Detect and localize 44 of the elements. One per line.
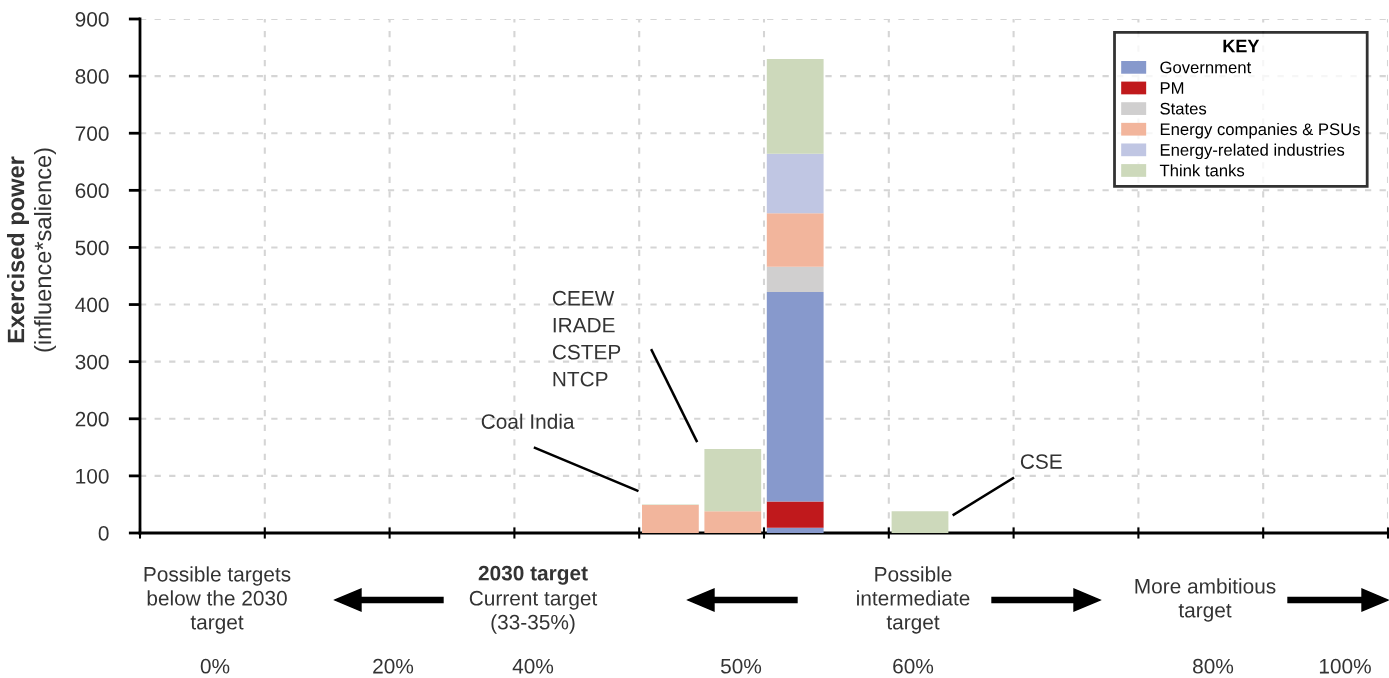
bar (766, 213, 824, 267)
y-tick-label: 700 (75, 126, 109, 141)
y-tick-label: 0 (98, 526, 109, 541)
text: More ambitious target (1135, 578, 1276, 622)
text: 2030 target (478, 565, 588, 585)
text: 80% (1193, 658, 1234, 674)
y-tick-label: 800 (75, 69, 109, 84)
annotation: CSE (1020, 454, 1062, 469)
bar (891, 511, 949, 533)
legend-label: PM (1160, 82, 1184, 94)
bar (642, 505, 699, 533)
text: Possible targets below the 2030 target (144, 566, 291, 634)
bar (766, 291, 824, 502)
y-tick-label: 200 (75, 411, 109, 427)
annotation: Coal India (481, 413, 575, 429)
bar (766, 153, 824, 214)
y-axis-title: Exercised power (influence*salience) (7, 148, 56, 352)
y-tick-label: 500 (75, 240, 109, 256)
y-tick-label: 600 (75, 183, 109, 199)
text: Possible intermediate target (857, 566, 970, 634)
legend-title: KEY (1223, 39, 1260, 53)
y-tick-label: 900 (75, 12, 109, 27)
y-tick-label: 400 (75, 297, 109, 313)
legend-label: Government (1160, 61, 1252, 74)
bar (766, 58, 824, 154)
text: Current target (33-35%) (469, 590, 598, 634)
annotation: CEEW IRADE CSTEP NTCP (552, 290, 621, 387)
legend-label: States (1160, 102, 1207, 115)
bar (704, 511, 762, 533)
y-tick-label: 100 (76, 468, 109, 484)
text: 50% (720, 658, 762, 674)
text: 0% (200, 658, 230, 674)
legend-label: Think tanks (1159, 164, 1245, 177)
bar (704, 449, 762, 512)
bar (766, 266, 824, 292)
bar (766, 501, 824, 528)
text: 40% (512, 658, 554, 674)
text: 20% (373, 658, 414, 674)
legend-label: Energy companies & PSUs (1160, 122, 1360, 139)
text: 60% (893, 658, 934, 674)
bar (766, 527, 824, 533)
y-tick-label: 300 (75, 354, 109, 370)
legend-label: Energy-related industries (1160, 143, 1345, 160)
text: 100% (1319, 658, 1371, 674)
